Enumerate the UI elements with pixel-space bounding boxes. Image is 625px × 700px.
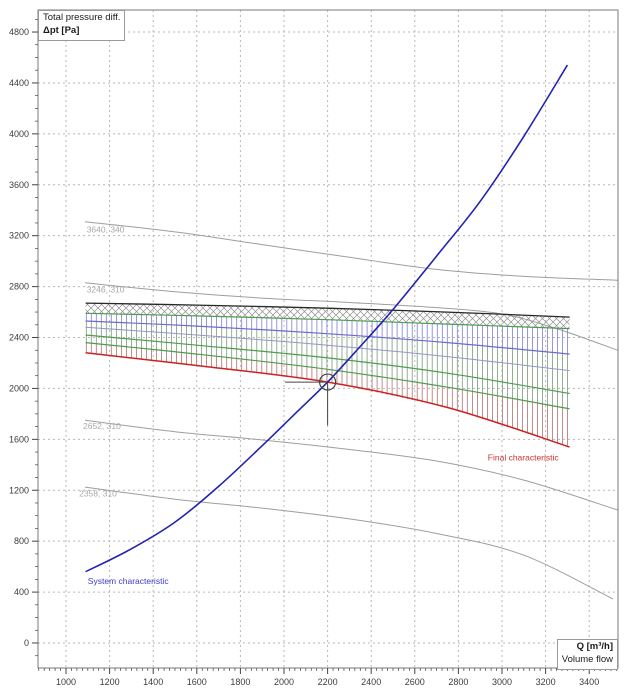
gridlines (38, 10, 618, 668)
y-tick-label: 1200 (9, 485, 29, 495)
curve-label-3640-340: 3640, 340 (87, 225, 125, 235)
y-axis-unit-label: Δpt [Pa] (43, 24, 80, 36)
plot-area (84, 64, 618, 600)
y-tick-label: 3600 (9, 180, 29, 190)
x-tick-label: 2000 (274, 677, 294, 687)
x-tick-label: 1600 (187, 677, 207, 687)
x-tick-label: 1200 (100, 677, 120, 687)
y-tick-label: 0 (24, 638, 29, 648)
final-characteristic-label: Final characteristic (488, 453, 560, 463)
y-tick-label: 4800 (9, 27, 29, 37)
band-blue-2 (85, 326, 570, 372)
operating-point-circle[interactable] (319, 373, 337, 391)
speed-curve-2358-310 (84, 486, 614, 600)
x-tick-label: 2200 (318, 677, 338, 687)
band-green-1 (85, 312, 570, 330)
curve-label-2358-310: 2358, 310 (79, 489, 117, 499)
curve-label-2652-310: 2652, 310 (83, 421, 121, 431)
x-tick-label: 3200 (536, 677, 556, 687)
system-characteristic-label: System characteristic (88, 576, 170, 586)
y-tick-label: 2000 (9, 383, 29, 393)
chart-title: Total pressure diff. (43, 12, 121, 23)
y-tick-label: 800 (14, 536, 29, 546)
y-axis-title-box: Total pressure diff. Δpt [Pa] (38, 10, 126, 41)
x-tick-label: 3000 (492, 677, 512, 687)
x-axis-unit-label: Q [m³/h] (576, 641, 613, 652)
x-tick-label: 2800 (448, 677, 468, 687)
x-tick-label: 1400 (143, 677, 163, 687)
y-tick-label: 400 (14, 587, 29, 597)
axes: 1000 1200 1400 1600 1800 2000 2200 2400 2600 2800… (9, 18, 617, 687)
x-tick-label: 2600 (405, 677, 425, 687)
y-tick-label: 4400 (9, 78, 29, 88)
y-tick-label: 1600 (9, 434, 29, 444)
x-tick-label: 2400 (361, 677, 381, 687)
speed-curve-3640-340 (84, 221, 618, 281)
band-top (85, 302, 570, 318)
y-tick-label: 2400 (9, 333, 29, 343)
curve-label-3246-310: 3246, 310 (87, 285, 125, 295)
x-axis-name-label: Volume flow (561, 653, 613, 665)
band-green-3 (85, 342, 570, 410)
y-tick-label: 4000 (9, 129, 29, 139)
x-tick-label: 1000 (56, 677, 76, 687)
max-range-crosshatch (85, 303, 570, 329)
duty-range-hatch (85, 313, 568, 447)
band-blue-1 (85, 320, 570, 355)
speed-curve-2652-310 (84, 419, 618, 511)
x-tick-label: 1800 (230, 677, 250, 687)
y-tick-label: 3200 (9, 231, 29, 241)
x-tick-label: 3400 (579, 677, 599, 687)
y-tick-label: 2800 (9, 282, 29, 292)
band-green-2 (85, 334, 570, 395)
operating-point-marker[interactable] (285, 373, 337, 426)
system-characteristic (85, 64, 569, 573)
x-axis-title-box: Q [m³/h] Volume flow (556, 639, 618, 670)
